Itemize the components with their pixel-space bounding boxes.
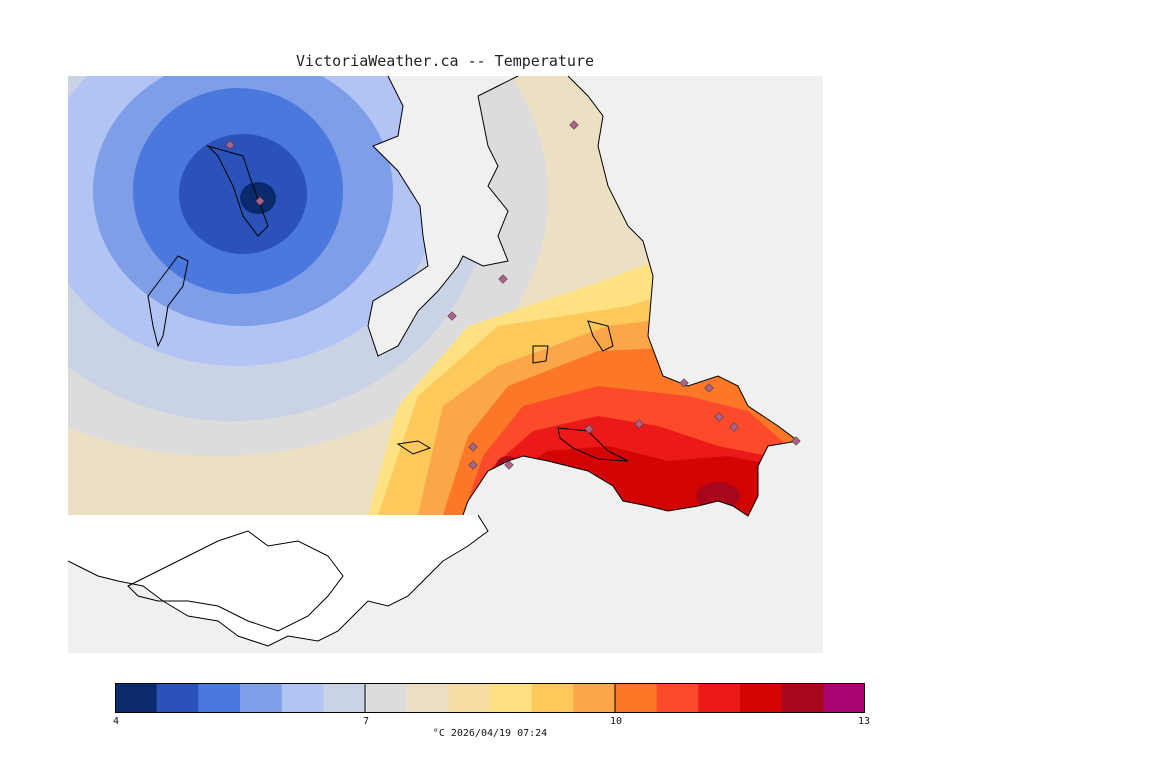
colorbar-cell bbox=[198, 683, 241, 713]
colorbar-cell bbox=[115, 683, 158, 713]
coastlines bbox=[68, 76, 800, 647]
chart-title: VictoriaWeather.ca -- Temperature bbox=[295, 52, 594, 70]
units-and-timestamp: °C 2026/04/19 07:24 bbox=[432, 728, 548, 739]
station-marker bbox=[729, 422, 739, 432]
colorbar-cell bbox=[448, 683, 491, 713]
colorbar-cell bbox=[698, 683, 741, 713]
colorbar-cell bbox=[531, 683, 574, 713]
station-marker bbox=[498, 274, 508, 284]
station-marker bbox=[468, 460, 478, 470]
station-marker bbox=[704, 383, 714, 393]
station-markers bbox=[225, 120, 801, 470]
temperature-map[interactable] bbox=[68, 76, 823, 653]
colorbar-cell bbox=[781, 683, 824, 713]
southern-land bbox=[68, 515, 488, 646]
colorbar-cell bbox=[365, 683, 408, 713]
station-marker bbox=[225, 140, 235, 150]
colorbar-cell bbox=[573, 683, 616, 713]
station-marker bbox=[569, 120, 579, 130]
station-marker bbox=[468, 442, 478, 452]
station-marker bbox=[255, 196, 265, 206]
colorbar-cell bbox=[281, 683, 324, 713]
colorbar-cell bbox=[240, 683, 283, 713]
station-marker bbox=[447, 311, 457, 321]
colorbar-tick-label: 13 bbox=[857, 716, 871, 727]
station-marker bbox=[679, 378, 689, 388]
station-marker bbox=[504, 460, 514, 470]
colorbar-tick-label: 10 bbox=[609, 716, 623, 727]
colorbar-tick-label: 4 bbox=[112, 716, 120, 727]
station-marker bbox=[714, 412, 724, 422]
station-marker bbox=[791, 436, 801, 446]
colorbar-cell bbox=[656, 683, 699, 713]
colorbar-cell bbox=[823, 683, 865, 713]
colorbar-cell bbox=[490, 683, 533, 713]
colorbar-cell bbox=[156, 683, 199, 713]
temperature-colorbar bbox=[115, 683, 865, 713]
colorbar-cell bbox=[406, 683, 449, 713]
colorbar-tick-label: 7 bbox=[362, 716, 370, 727]
colorbar-cell bbox=[323, 683, 366, 713]
station-marker bbox=[584, 424, 594, 434]
station-marker bbox=[634, 419, 644, 429]
colorbar-cell bbox=[740, 683, 783, 713]
colorbar-cell bbox=[615, 683, 658, 713]
